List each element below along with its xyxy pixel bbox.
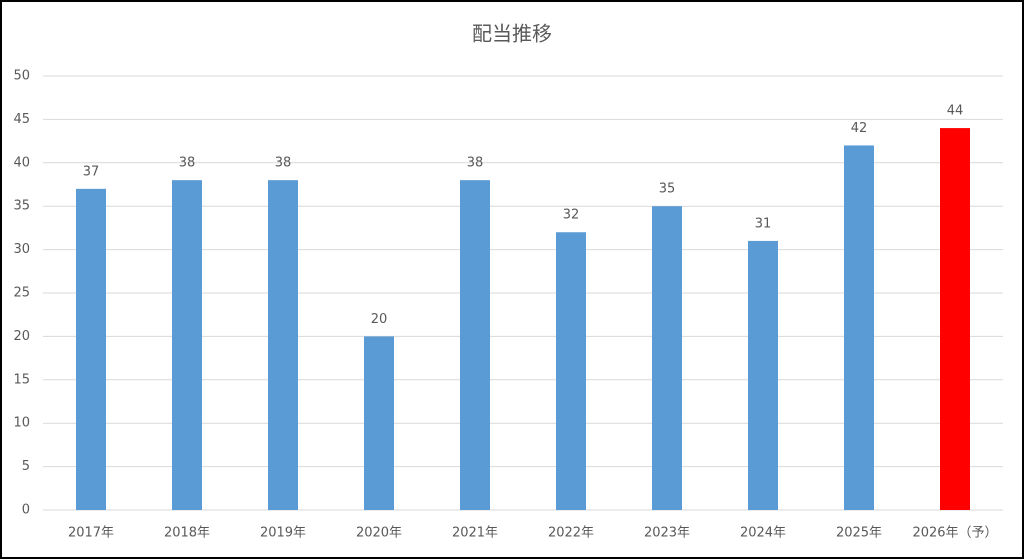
data-label: 32 bbox=[563, 208, 580, 223]
y-tick-label: 45 bbox=[13, 112, 30, 127]
bar bbox=[844, 145, 874, 510]
x-tick-label: 2020年 bbox=[356, 526, 402, 541]
chart-title: 配当推移 bbox=[472, 22, 552, 46]
data-label: 38 bbox=[275, 156, 292, 171]
y-tick-label: 5 bbox=[22, 459, 30, 474]
data-label: 38 bbox=[467, 156, 484, 171]
x-tick-label: 2017年 bbox=[68, 526, 114, 541]
x-tick-label: 2023年 bbox=[644, 526, 690, 541]
bar bbox=[556, 232, 586, 511]
y-tick-label: 35 bbox=[13, 199, 30, 214]
bar bbox=[268, 180, 298, 510]
data-label: 35 bbox=[659, 182, 676, 197]
bar bbox=[172, 180, 202, 510]
y-tick-label: 25 bbox=[13, 286, 30, 301]
y-tick-label: 30 bbox=[13, 242, 30, 257]
x-tick-label: 2026年（予） bbox=[912, 526, 997, 541]
y-tick-label: 10 bbox=[13, 416, 30, 431]
bar bbox=[76, 188, 106, 510]
bar bbox=[748, 240, 778, 511]
data-label: 44 bbox=[947, 104, 964, 119]
x-tick-label: 2022年 bbox=[548, 526, 594, 541]
data-label: 42 bbox=[851, 121, 868, 136]
bar bbox=[460, 180, 490, 510]
y-tick-label: 40 bbox=[13, 155, 30, 170]
x-tick-label: 2021年 bbox=[452, 526, 498, 541]
y-tick-label: 50 bbox=[13, 69, 30, 84]
x-tick-label: 2018年 bbox=[164, 526, 210, 541]
x-tick-label: 2025年 bbox=[836, 526, 882, 541]
y-tick-label: 0 bbox=[22, 503, 30, 518]
data-label: 37 bbox=[83, 164, 100, 179]
y-tick-label: 20 bbox=[13, 329, 30, 344]
data-label: 20 bbox=[371, 312, 388, 327]
y-tick-label: 15 bbox=[13, 372, 30, 387]
x-tick-label: 2019年 bbox=[260, 526, 306, 541]
x-tick-label: 2024年 bbox=[740, 526, 786, 541]
bar bbox=[652, 206, 682, 510]
bar bbox=[940, 128, 970, 510]
data-label: 38 bbox=[179, 156, 196, 171]
bar bbox=[364, 336, 394, 510]
data-label: 31 bbox=[755, 216, 772, 231]
